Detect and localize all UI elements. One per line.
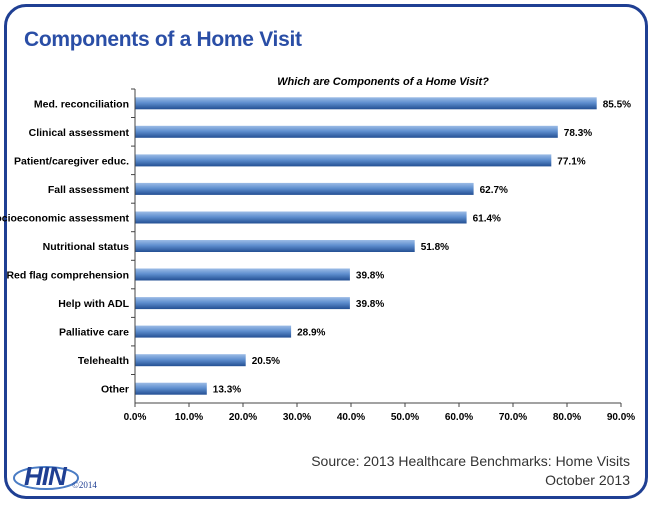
data-label: 39.8%: [356, 299, 384, 310]
logo-mark: HIN: [24, 461, 67, 491]
data-label: 61.4%: [473, 214, 501, 225]
category-label: Telehealth: [78, 355, 129, 367]
data-label: 39.8%: [356, 271, 384, 282]
data-label: 13.3%: [213, 385, 241, 396]
chart-title: Which are Components of a Home Visit?: [277, 76, 489, 88]
data-label: 78.3%: [564, 128, 592, 139]
category-label: Med. reconciliation: [34, 98, 129, 110]
logo-swoosh-icon: [13, 466, 79, 490]
logo-copyright: ©2014: [72, 480, 97, 490]
category-label: Other: [101, 384, 129, 396]
category-label: Nutritional status: [43, 241, 129, 253]
data-label: 85.5%: [603, 99, 631, 110]
bar: [135, 382, 207, 395]
bar: [135, 211, 467, 224]
x-tick-label: 30.0%: [283, 412, 311, 423]
x-tick-label: 80.0%: [553, 412, 581, 423]
data-label: 62.7%: [480, 185, 508, 196]
x-tick-label: 50.0%: [391, 412, 419, 423]
x-tick-label: 40.0%: [337, 412, 365, 423]
x-tick-label: 60.0%: [445, 412, 473, 423]
data-label: 28.9%: [297, 328, 325, 339]
source-note: Source: 2013 Healthcare Benchmarks: Home…: [311, 452, 630, 490]
category-label: Palliative care: [59, 327, 129, 339]
data-label: 51.8%: [421, 242, 449, 253]
category-label: Socioeconomic assessment: [0, 213, 129, 225]
bar: [135, 97, 597, 110]
bar: [135, 268, 350, 281]
data-label: 20.5%: [252, 356, 280, 367]
category-label: Red flag comprehension: [6, 270, 129, 282]
bar: [135, 354, 246, 367]
category-label: Clinical assessment: [29, 127, 130, 139]
bar: [135, 154, 552, 167]
bar: [135, 182, 474, 195]
x-tick-label: 20.0%: [229, 412, 257, 423]
x-tick-label: 70.0%: [499, 412, 527, 423]
x-tick-label: 0.0%: [124, 412, 147, 423]
page-title: Components of a Home Visit: [24, 28, 302, 51]
bar: [135, 297, 350, 310]
bar: [135, 240, 415, 252]
x-tick-label: 90.0%: [607, 412, 635, 423]
data-label: 77.1%: [557, 156, 585, 167]
x-tick-label: 10.0%: [175, 412, 203, 423]
bar: [135, 125, 558, 138]
source-date: October 2013: [545, 472, 630, 488]
category-label: Fall assessment: [48, 184, 130, 196]
bar: [135, 325, 292, 338]
source-line: Source: 2013 Healthcare Benchmarks: Home…: [311, 453, 630, 469]
hin-logo: HIN ©2014: [10, 456, 120, 496]
category-label: Patient/caregiver educ.: [14, 155, 129, 167]
category-label: Help with ADL: [58, 298, 129, 310]
